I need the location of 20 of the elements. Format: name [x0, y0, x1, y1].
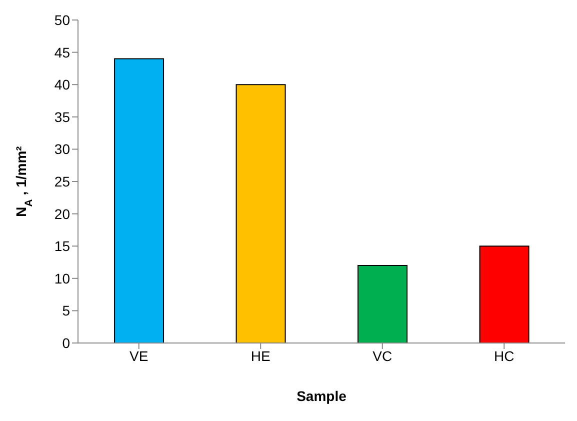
y-tick-label: 30 [54, 141, 70, 158]
bar [479, 246, 530, 343]
x-axis-title: Sample [296, 388, 347, 404]
y-tick-label: 50 [54, 12, 70, 28]
y-tick-label: 15 [54, 238, 70, 254]
y-tick-label: 40 [54, 76, 70, 93]
x-tick-label: VE [130, 348, 148, 364]
y-tick-label: 35 [54, 108, 70, 125]
y-tick-label: 10 [54, 270, 70, 286]
y-tick-label: 5 [62, 302, 70, 319]
y-tick-label: 45 [54, 44, 70, 60]
bar [236, 84, 286, 343]
x-tick-label: HC [494, 348, 514, 364]
x-tick-label: HE [250, 348, 270, 364]
x-tick-label: VC [372, 348, 392, 364]
y-tick-label: 0 [62, 334, 70, 351]
bar [358, 264, 408, 343]
y-tick-label: 20 [54, 206, 70, 222]
y-tick-label: 25 [54, 173, 70, 190]
bar [114, 58, 164, 343]
